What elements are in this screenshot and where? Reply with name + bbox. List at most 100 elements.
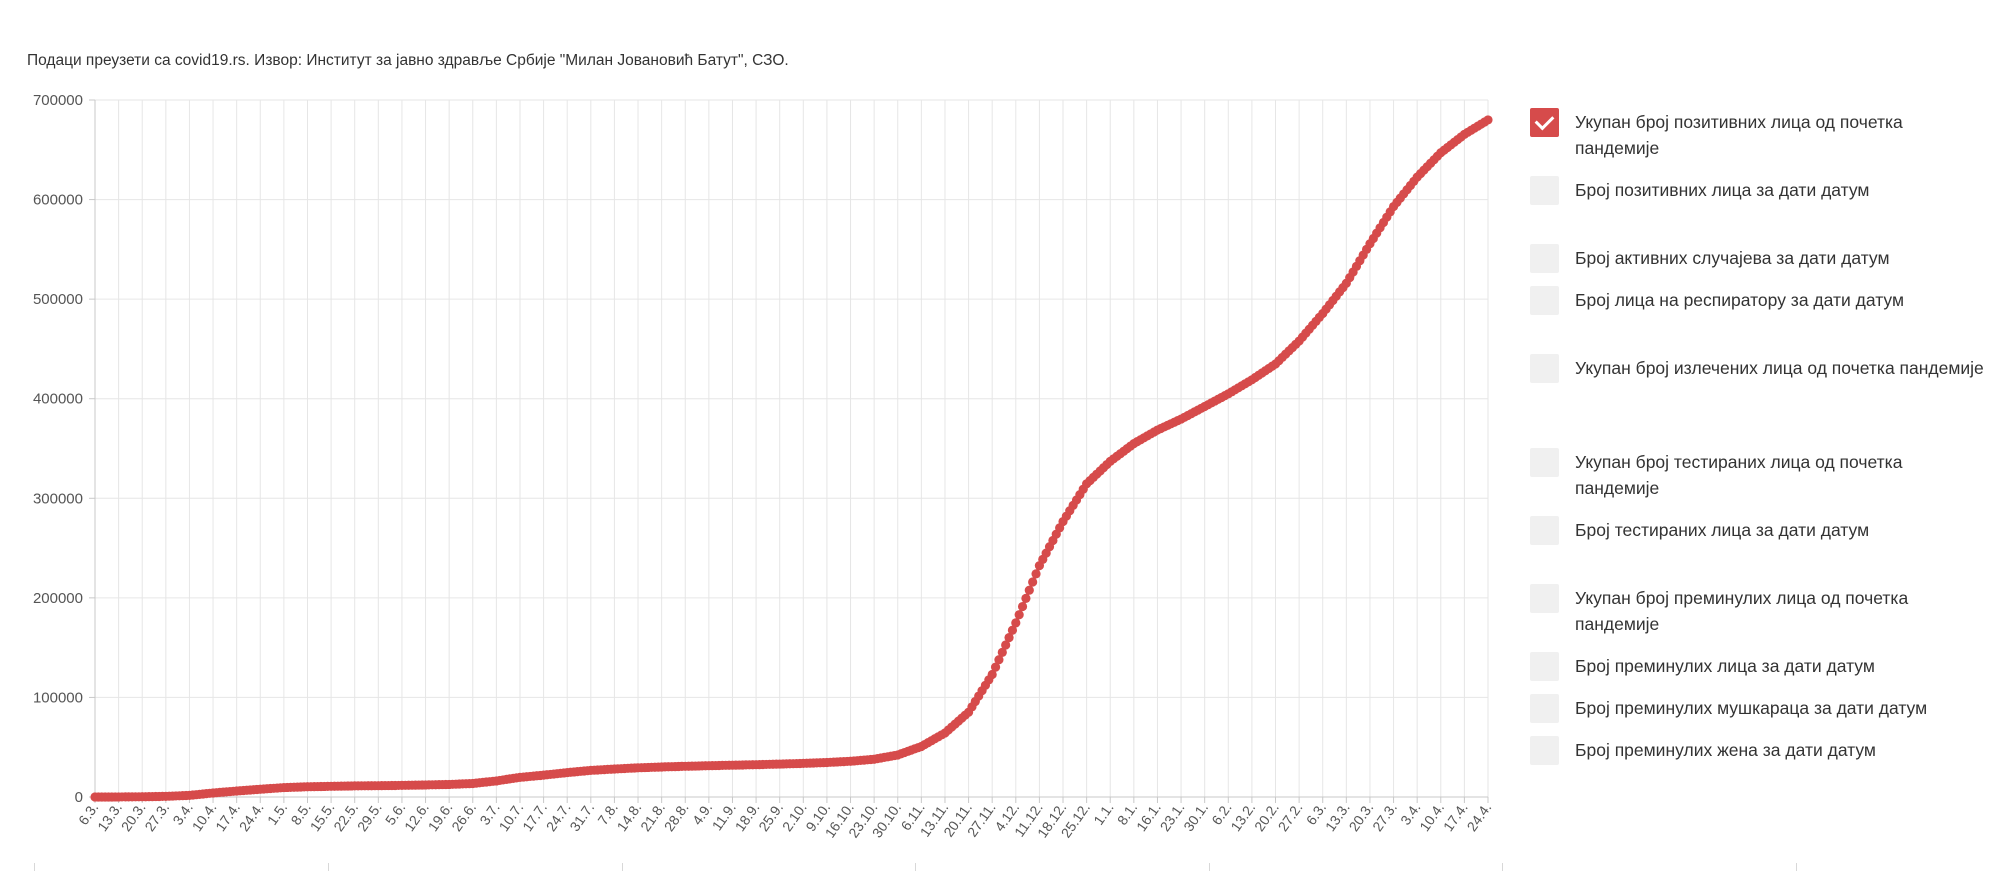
- x-tick-label: 12.6.: [401, 800, 432, 835]
- legend-label: Укупан број преминулих лица од почетка п…: [1575, 588, 1909, 634]
- footer-divider: [1502, 863, 1503, 871]
- footer-divider: [1209, 863, 1210, 871]
- footer-divider: [622, 863, 623, 871]
- x-tick-label: 11.9.: [709, 800, 739, 834]
- legend-item[interactable]: Број преминулих лица за дати датум: [1530, 652, 1985, 681]
- legend-item[interactable]: Број тестираних лица за дати датум: [1530, 516, 1985, 545]
- x-tick-label: 1.1.: [1090, 800, 1117, 828]
- y-tick-label: 500000: [33, 291, 83, 308]
- x-tick-label: 24.4.: [1463, 800, 1494, 835]
- series-point: [1028, 577, 1038, 587]
- legend-label: Број преминулих жена за дати датум: [1575, 740, 1876, 760]
- legend-checkbox[interactable]: [1530, 286, 1559, 315]
- legend-item[interactable]: Број преминулих мушкараца за дати датум: [1530, 694, 1985, 723]
- series-line: [94, 118, 1489, 799]
- legend-label: Укупан број излечених лица од почетка па…: [1575, 358, 1984, 378]
- legend-label: Број преминулих мушкараца за дати датум: [1575, 698, 1928, 718]
- x-tick-label: 30.1.: [1180, 800, 1211, 835]
- series-point: [1021, 593, 1031, 603]
- x-tick-label: 13.3.: [1322, 800, 1353, 835]
- legend-item[interactable]: Укупан број преминулих лица од почетка п…: [1530, 584, 1985, 637]
- x-tick-label: 20.2.: [1251, 800, 1282, 835]
- series-point: [987, 669, 997, 680]
- y-tick-label: 100000: [33, 689, 83, 706]
- legend-item[interactable]: Укупан број тестираних лица од почетка п…: [1530, 448, 1985, 501]
- footer-divider: [1796, 863, 1797, 871]
- y-tick-label: 700000: [33, 92, 83, 109]
- series-point: [990, 662, 1001, 672]
- series-point: [1004, 633, 1014, 643]
- legend-item[interactable]: Број лица на респиратору за дати датум: [1530, 286, 1985, 315]
- legend-checkbox[interactable]: [1530, 652, 1559, 681]
- series-point: [1024, 585, 1034, 595]
- x-tick-label: 28.8.: [661, 800, 692, 835]
- y-tick-label: 400000: [33, 391, 83, 408]
- y-tick-label: 600000: [33, 192, 83, 209]
- chart: 0 100000 200000 300000 400000 500000 600000 700…: [33, 92, 1495, 841]
- x-tick-label: 2.10.: [779, 800, 810, 835]
- legend-checkbox[interactable]: [1530, 516, 1559, 545]
- legend-item[interactable]: Број преминулих жена за дати датум: [1530, 736, 1985, 765]
- series-point: [1014, 610, 1024, 620]
- series-point: [1483, 115, 1493, 125]
- x-tick-label: 27.3.: [1369, 800, 1400, 835]
- x-tick-label: 13.3.: [94, 800, 125, 835]
- x-tick-label: 27.3.: [141, 800, 172, 835]
- x-tick-label: 16.1.: [1133, 800, 1164, 835]
- legend-label: Број преминулих лица за дати датум: [1575, 656, 1875, 676]
- series-point: [1001, 640, 1011, 650]
- x-tick-label: 31.7.: [566, 800, 597, 835]
- x-tick-label: 26.6.: [448, 800, 479, 835]
- x-tick-label: 15.5.: [307, 800, 338, 835]
- footer-divider: [328, 863, 329, 871]
- x-tick-label: 20.3.: [1345, 800, 1376, 835]
- series-point: [997, 647, 1007, 657]
- x-tick-label: 17.4.: [1440, 800, 1471, 835]
- legend-checkbox[interactable]: [1530, 244, 1559, 273]
- legend-item[interactable]: Број активних случајева за дати датум: [1530, 244, 1985, 273]
- x-tick-label: 22.5.: [330, 800, 361, 835]
- y-tick-labels: 0 100000 200000 300000 400000 500000 600000 700…: [33, 92, 83, 806]
- x-tick-label: 14.8.: [614, 800, 645, 835]
- y-tick-label: 0: [75, 789, 83, 806]
- x-tick-label: 24.7.: [543, 800, 574, 835]
- legend-checkbox[interactable]: [1530, 354, 1559, 383]
- x-tick-label: 21.8.: [637, 800, 668, 835]
- legend-label: Укупан број позитивних лица од почетка п…: [1575, 112, 1903, 158]
- series-point: [1031, 569, 1041, 579]
- y-tick-label: 200000: [33, 590, 83, 607]
- legend-label: Укупан број тестираних лица од почетка п…: [1575, 452, 1903, 498]
- legend-checkbox[interactable]: [1530, 584, 1559, 613]
- legend-item[interactable]: Број позитивних лица за дати датум: [1530, 176, 1985, 205]
- series-point: [1011, 618, 1021, 628]
- checkmark-icon: [1534, 110, 1555, 131]
- x-tick-label: 23.1.: [1157, 800, 1188, 835]
- x-tick-label: 19.6.: [425, 800, 456, 835]
- legend-label: Број тестираних лица за дати датум: [1575, 520, 1870, 540]
- footer-divider: [34, 863, 35, 871]
- x-tick-label: 29.5.: [354, 800, 385, 835]
- legend-item[interactable]: Укупан број позитивних лица од почетка п…: [1530, 108, 1985, 161]
- x-tick-label: 10.4.: [189, 800, 220, 835]
- x-tick-label: 27.2.: [1275, 800, 1306, 835]
- x-tick-labels: 6.3.13.3.20.3.27.3.3.4.10.4.17.4.24.4.1.…: [75, 800, 1495, 841]
- legend-item[interactable]: Укупан број излечених лица од почетка па…: [1530, 354, 1985, 383]
- legend-checkbox[interactable]: [1530, 108, 1559, 137]
- x-tick-label: 17.7.: [519, 800, 550, 835]
- series-point: [1007, 625, 1018, 635]
- axes: [94, 100, 1488, 798]
- legend-label: Број лица на респиратору за дати датум: [1575, 290, 1904, 310]
- x-tick-label: 17.4.: [212, 800, 243, 835]
- series-point: [1017, 601, 1028, 612]
- x-tick-label: 24.4.: [236, 800, 267, 835]
- legend-checkbox[interactable]: [1530, 448, 1559, 477]
- legend-checkbox[interactable]: [1530, 694, 1559, 723]
- legend-checkbox[interactable]: [1530, 736, 1559, 765]
- legend-label: Број позитивних лица за дати датум: [1575, 180, 1870, 200]
- x-tick-label: 1.5.: [264, 800, 291, 828]
- legend-label: Број активних случајева за дати датум: [1575, 248, 1890, 268]
- y-tick-label: 300000: [33, 490, 83, 507]
- series-points: [90, 115, 1493, 802]
- footer-divider: [915, 863, 916, 871]
- legend-checkbox[interactable]: [1530, 176, 1559, 205]
